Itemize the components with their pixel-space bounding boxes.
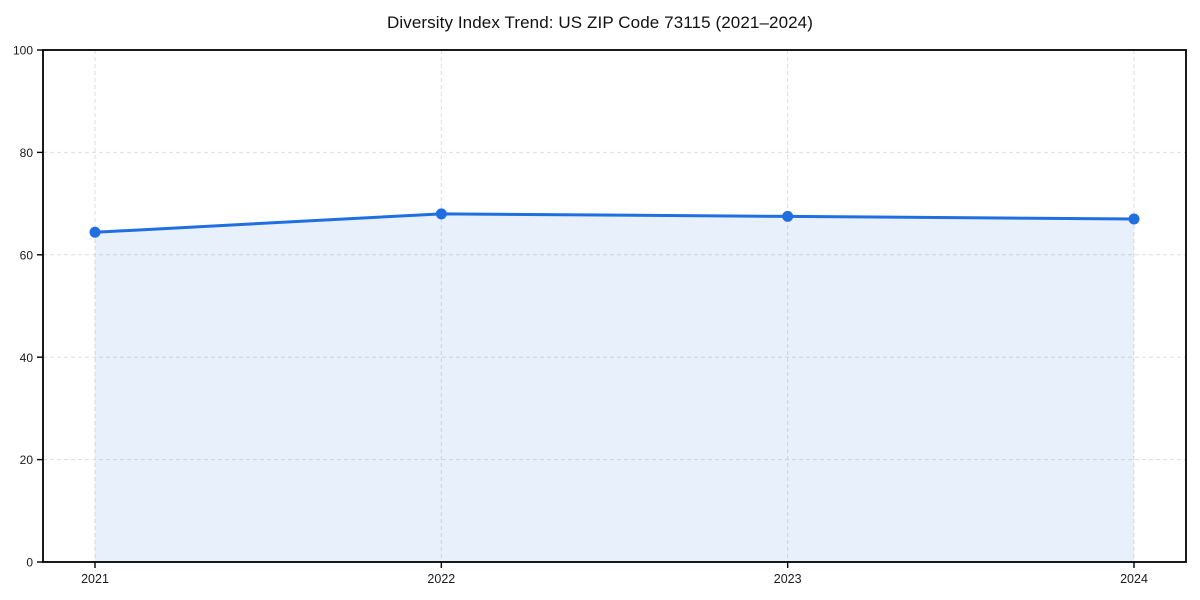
data-point [435,208,447,220]
data-point [1128,213,1140,225]
y-tick-label: 80 [20,146,34,160]
x-tick-label: 2023 [774,572,802,586]
area-fill [95,213,1134,562]
y-tick-label: 20 [20,453,34,467]
x-tick-label: 2024 [1120,572,1148,586]
x-tick-label: 2021 [81,572,109,586]
trend-line [93,212,1136,234]
x-tick-label: 2022 [427,572,455,586]
y-tick-label: 60 [20,248,34,262]
data-point [782,210,794,222]
data-point [89,226,101,238]
y-tick-label: 0 [26,556,33,570]
y-tick-label: 100 [13,44,33,58]
plot-frame [42,49,1187,563]
chart-title: Diversity Index Trend: US ZIP Code 73115… [386,13,814,32]
y-tick-label: 40 [20,351,34,365]
